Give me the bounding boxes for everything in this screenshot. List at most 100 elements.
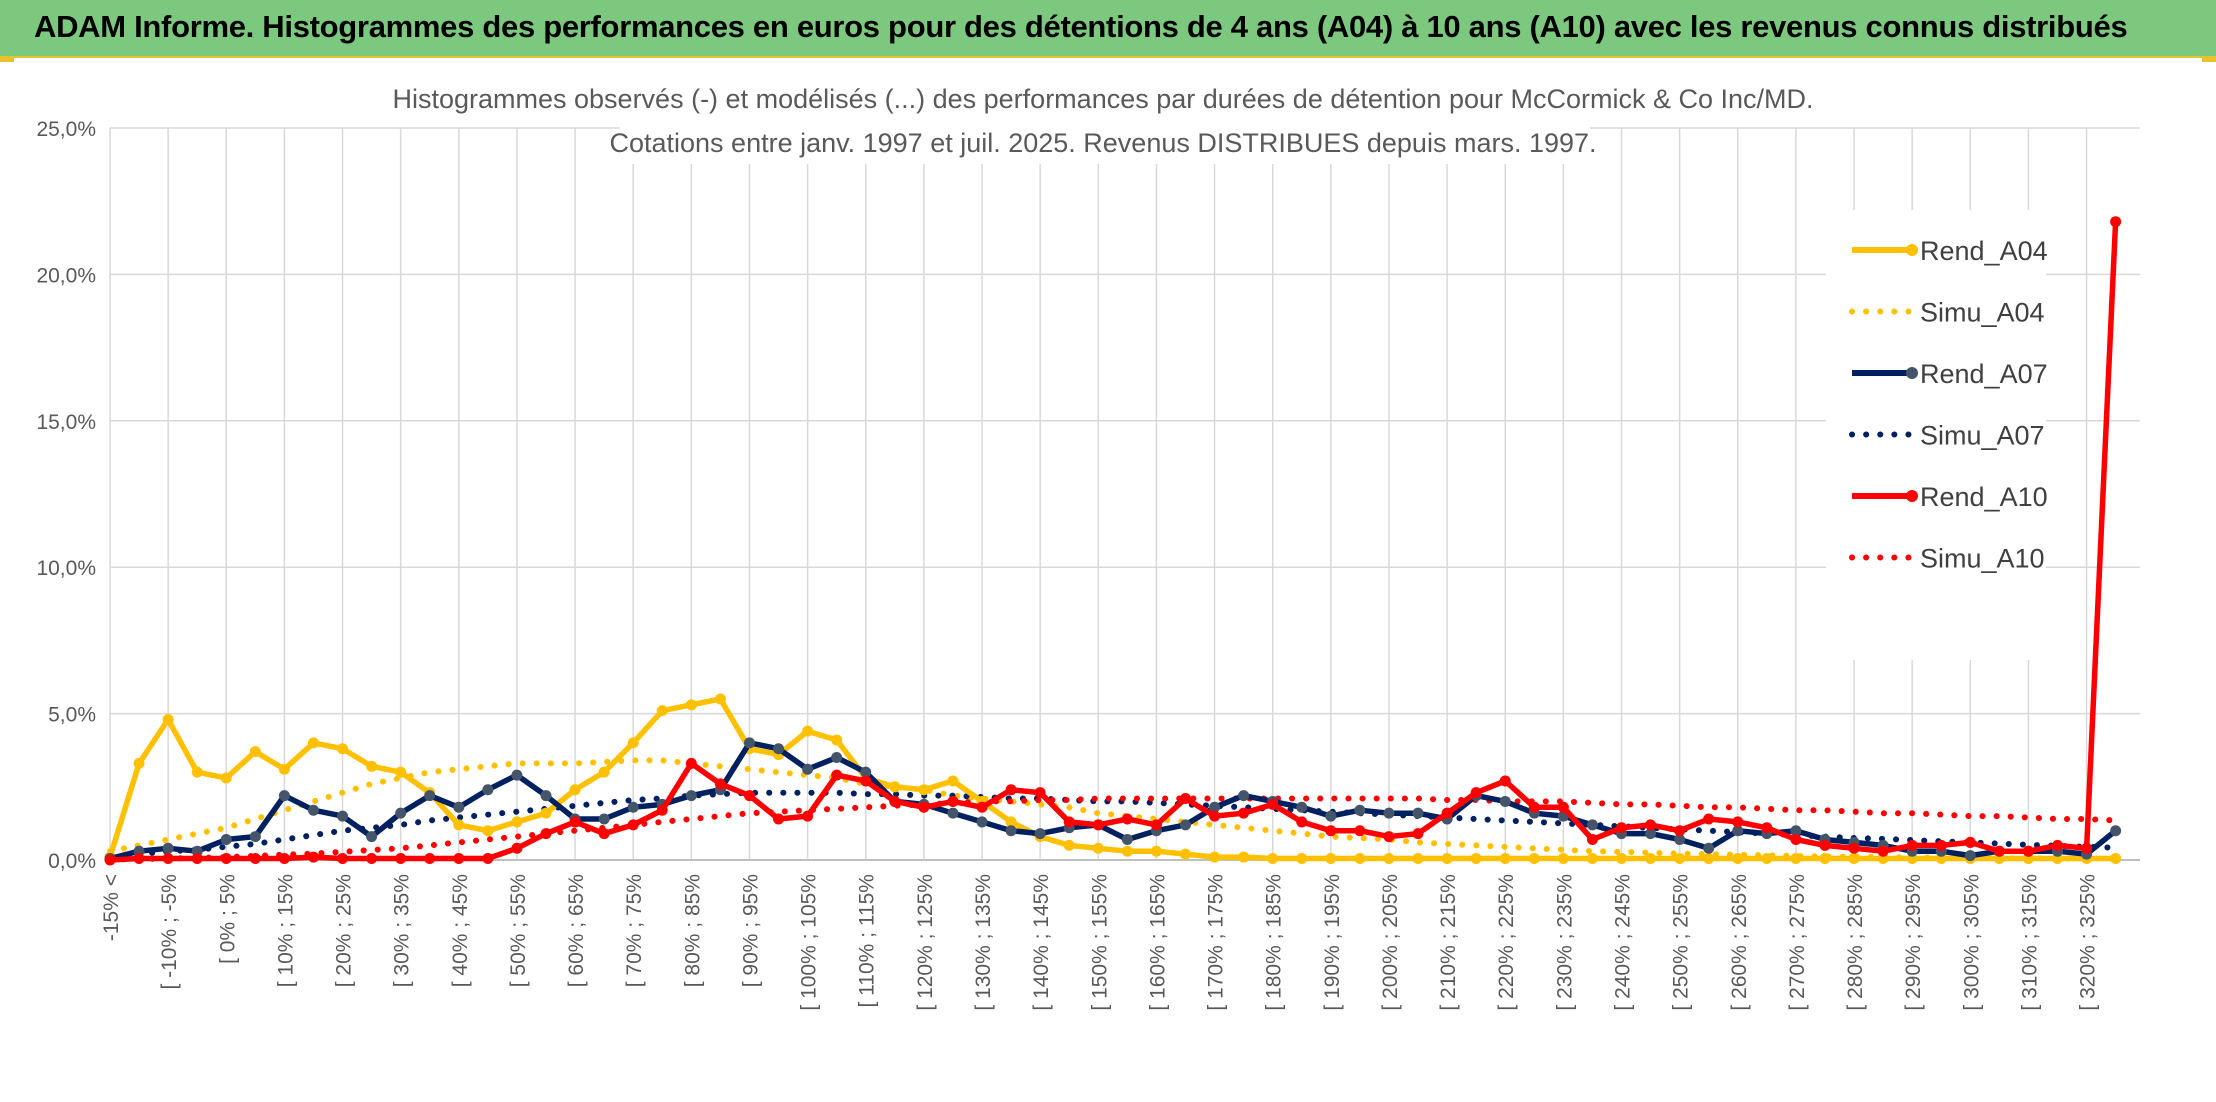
data-point bbox=[1470, 853, 1482, 865]
data-point bbox=[1761, 853, 1773, 865]
data-point bbox=[802, 725, 814, 737]
data-point bbox=[511, 842, 523, 854]
y-axis: 0,0% 5,0% 10,0% 15,0% 20,0% 25,0% bbox=[36, 118, 96, 873]
data-point bbox=[162, 853, 174, 865]
data-point bbox=[1761, 822, 1773, 834]
chart-title-bg bbox=[392, 78, 1802, 120]
chart-subtitle-bg bbox=[620, 122, 1590, 164]
data-point bbox=[1499, 775, 1511, 787]
data-point bbox=[802, 763, 814, 775]
data-point bbox=[2022, 845, 2034, 857]
x-tick-label: [ 260% ; 265% bbox=[1728, 874, 1751, 1011]
data-point bbox=[1267, 798, 1279, 810]
legend-item-rend-a04: Rend_A04 bbox=[1852, 236, 2048, 266]
data-point bbox=[278, 763, 290, 775]
data-point bbox=[1412, 828, 1424, 840]
x-tick-label: [ 240% ; 245% bbox=[1611, 874, 1634, 1011]
data-point bbox=[191, 853, 203, 865]
legend-label: Simu_A07 bbox=[1920, 421, 2045, 451]
data-point bbox=[104, 854, 116, 866]
data-point bbox=[1092, 842, 1104, 854]
data-point bbox=[249, 831, 261, 843]
data-point bbox=[1354, 804, 1366, 816]
data-point bbox=[773, 743, 785, 755]
x-tick-label: [ 290% ; 295% bbox=[1902, 874, 1925, 1011]
data-point bbox=[1877, 845, 1889, 857]
data-point bbox=[1732, 853, 1744, 865]
data-point bbox=[1121, 845, 1133, 857]
legend-item-simu-a07: Simu_A07 bbox=[1849, 421, 2045, 451]
data-point bbox=[337, 853, 349, 865]
x-tick-label: [ 100% ; 105% bbox=[798, 874, 821, 1011]
data-point bbox=[1179, 819, 1191, 831]
y-tick-label: 20,0% bbox=[36, 264, 96, 287]
legend-marker bbox=[1906, 244, 1918, 256]
chart-series bbox=[104, 216, 2122, 866]
data-point bbox=[1412, 807, 1424, 819]
data-point bbox=[1063, 816, 1075, 828]
x-tick-label: [ 300% ; 305% bbox=[1960, 874, 1983, 1011]
data-point bbox=[1063, 839, 1075, 851]
data-point bbox=[627, 819, 639, 831]
x-tick-label: [ 110% ; 115% bbox=[856, 874, 879, 1007]
data-point bbox=[1412, 853, 1424, 865]
data-point bbox=[1703, 853, 1715, 865]
data-point bbox=[278, 853, 290, 865]
data-point bbox=[453, 819, 465, 831]
data-point bbox=[685, 757, 697, 769]
data-point bbox=[889, 795, 901, 807]
data-point bbox=[1383, 807, 1395, 819]
x-tick-label: [ 90% ; 95% bbox=[739, 874, 762, 987]
data-point bbox=[395, 766, 407, 778]
data-point bbox=[1296, 853, 1308, 865]
data-point bbox=[1121, 813, 1133, 825]
data-point bbox=[162, 713, 174, 725]
data-point bbox=[1993, 845, 2005, 857]
data-point bbox=[1238, 851, 1250, 863]
data-point bbox=[1325, 825, 1337, 837]
data-point bbox=[1441, 853, 1453, 865]
data-point bbox=[831, 752, 843, 764]
data-point bbox=[598, 813, 610, 825]
data-point bbox=[1325, 853, 1337, 865]
x-tick-label: [ 210% ; 215% bbox=[1437, 874, 1460, 1011]
chart-title-line-2: Cotations entre janv. 1997 et juil. 2025… bbox=[609, 128, 1596, 158]
data-point bbox=[1848, 853, 1860, 865]
legend-item-rend-a10: Rend_A10 bbox=[1852, 482, 2048, 512]
data-point bbox=[540, 790, 552, 802]
data-point bbox=[1645, 853, 1657, 865]
report-title: ADAM Informe. Histogrammes des performan… bbox=[34, 9, 2128, 44]
data-point bbox=[1586, 853, 1598, 865]
data-point bbox=[1383, 831, 1395, 843]
series-rend-a10 bbox=[104, 216, 2122, 866]
data-point bbox=[1005, 816, 1017, 828]
x-tick-label: [ 160% ; 165% bbox=[1146, 874, 1169, 1011]
data-point bbox=[947, 775, 959, 787]
x-tick-label: [ 70% ; 75% bbox=[623, 874, 646, 987]
x-tick-label: -15% < bbox=[100, 874, 123, 941]
data-point bbox=[1528, 853, 1540, 865]
data-point bbox=[1238, 807, 1250, 819]
data-point bbox=[976, 801, 988, 813]
series-line bbox=[107, 696, 2116, 862]
y-tick-label: 10,0% bbox=[36, 557, 96, 580]
data-point bbox=[1179, 848, 1191, 860]
data-point bbox=[1906, 839, 1918, 851]
data-point bbox=[482, 825, 494, 837]
data-point bbox=[1615, 822, 1627, 834]
data-point bbox=[540, 828, 552, 840]
data-point bbox=[656, 804, 668, 816]
data-point bbox=[191, 766, 203, 778]
data-point bbox=[743, 790, 755, 802]
series-simu-a04 bbox=[107, 757, 2119, 862]
data-point bbox=[1325, 810, 1337, 822]
data-point bbox=[1674, 825, 1686, 837]
data-point bbox=[1267, 853, 1279, 865]
data-point bbox=[1674, 853, 1686, 865]
x-tick-label: [ 10% ; 15% bbox=[274, 874, 297, 987]
data-point bbox=[1819, 839, 1831, 851]
data-point bbox=[1238, 790, 1250, 802]
x-tick-label: [ 270% ; 275% bbox=[1786, 874, 1809, 1011]
corner-accent-left bbox=[0, 58, 14, 62]
legend-label: Rend_A07 bbox=[1920, 359, 2048, 389]
